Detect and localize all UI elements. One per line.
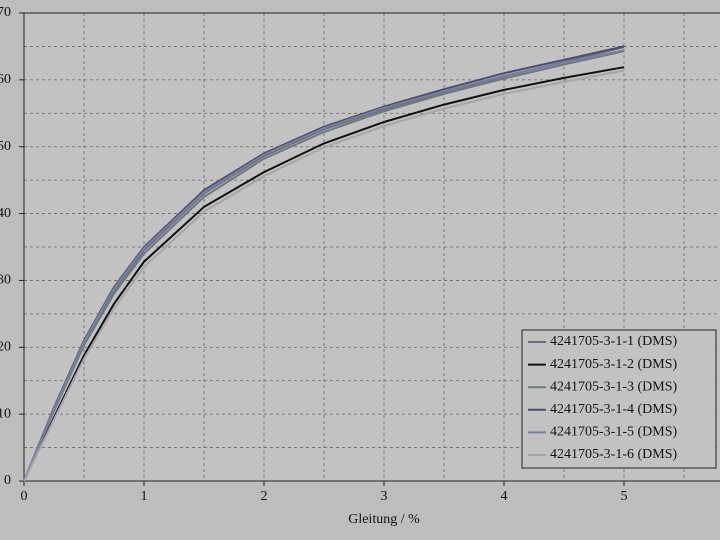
x-tick-label: 3 — [381, 489, 388, 504]
x-tick-label: 1 — [141, 489, 148, 504]
x-tick-label: 4 — [501, 489, 508, 504]
y-tick-label: 70 — [0, 5, 11, 20]
y-tick-label: 0 — [4, 473, 11, 488]
x-tick-label: 5 — [621, 489, 628, 504]
legend-box — [521, 329, 717, 469]
series-line — [23, 66, 625, 482]
legend-label: 4241705-3-1-3 (DMS) — [550, 379, 677, 394]
series-line — [23, 49, 625, 482]
y-tick-label: 50 — [0, 139, 11, 154]
legend: 4241705-3-1-1 (DMS) 4241705-3-1-2 (DMS) 42… — [521, 329, 717, 469]
x-axis-label: Gleitung / % — [348, 512, 420, 527]
legend-label: 4241705-3-1-4 (DMS) — [550, 402, 677, 417]
y-tick-label: 60 — [0, 72, 11, 87]
legend-label: 4241705-3-1-1 (DMS) — [550, 334, 677, 349]
y-tick-label: 10 — [0, 406, 11, 421]
y-tick-label: 40 — [0, 206, 11, 221]
series-line — [23, 69, 625, 482]
legend-label: 4241705-3-1-5 (DMS) — [550, 425, 677, 440]
legend-label: 4241705-3-1-2 (DMS) — [550, 357, 677, 372]
legend-label: 4241705-3-1-6 (DMS) — [550, 447, 677, 462]
x-tick-label: 2 — [261, 489, 268, 504]
x-tick-label: 0 — [21, 489, 28, 504]
series-line — [23, 50, 625, 482]
y-tick-label: 30 — [0, 273, 11, 288]
y-tick-label: 20 — [0, 340, 11, 355]
